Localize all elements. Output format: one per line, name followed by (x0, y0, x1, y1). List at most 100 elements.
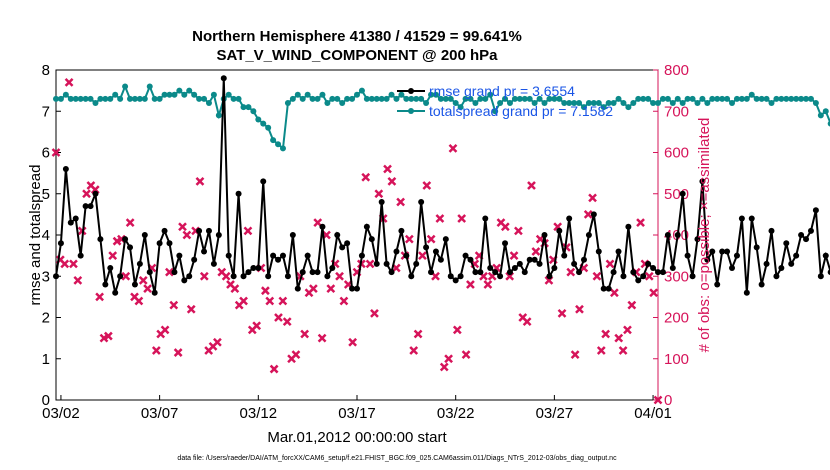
rmse-point (334, 232, 341, 238)
rmse-point (57, 240, 64, 247)
obs-marker-stroke (199, 271, 209, 281)
totalspread-point (506, 100, 513, 106)
totalspread-point (719, 95, 726, 102)
obs-marker-stroke (138, 275, 148, 285)
obs-marker-stroke (644, 271, 654, 281)
obs-marker-stroke (230, 284, 240, 294)
obs-marker-stroke (278, 296, 288, 306)
obs-marker-stroke (95, 292, 105, 302)
totalspread-point (176, 87, 183, 94)
obs-count-marker (374, 189, 384, 199)
obs-marker-stroke (457, 214, 467, 223)
totalspread-point (585, 100, 592, 106)
totalspread-point (383, 95, 390, 102)
obs-count-marker (575, 304, 584, 314)
obs-marker-stroke (186, 304, 196, 314)
y-tick-label: 0 (42, 392, 50, 409)
totalspread-point (526, 95, 533, 102)
obs-count-marker (51, 148, 61, 157)
legend-label: totalspread grand pr = 7.1582 (429, 103, 613, 119)
rmse-point (733, 252, 740, 259)
rmse-point (279, 252, 286, 259)
totalspread-point (645, 95, 652, 102)
totalspread-point (294, 91, 301, 98)
totalspread-point (566, 100, 573, 106)
rmse-point (571, 260, 578, 267)
rmse-point (783, 240, 790, 247)
totalspread-point (511, 95, 518, 102)
rmse-point (709, 248, 716, 255)
totalspread-point (67, 95, 74, 102)
rmse-point (674, 232, 681, 238)
obs-count-marker (557, 308, 567, 318)
obs-marker-stroke (618, 346, 628, 355)
rmse-point (531, 256, 538, 263)
obs-marker-stroke (557, 308, 567, 318)
rmse-point (428, 269, 435, 276)
rmse-point (245, 269, 252, 276)
obs-marker-stroke (409, 346, 419, 355)
legend-label: rmse grand pr = 3.6554 (429, 83, 575, 99)
y-tick-label: 1 (42, 351, 50, 368)
rmse-point (186, 273, 193, 280)
totalspread-point (773, 95, 780, 102)
totalspread-point (655, 100, 661, 106)
chart-title: Northern Hemisphere 41380 / 41529 = 99.6… (192, 28, 522, 45)
totalspread-point (724, 95, 731, 102)
totalspread-point (319, 91, 326, 98)
totalspread-point (714, 95, 721, 102)
obs-marker-stroke (514, 226, 523, 236)
obs-count-marker (461, 350, 471, 360)
y-tick-label: 8 (42, 62, 50, 79)
totalspread-point (250, 108, 257, 115)
obs-marker-stroke (121, 271, 131, 281)
obs-marker-stroke (636, 218, 645, 228)
totalspread-point (743, 95, 750, 102)
rmse-point (724, 248, 731, 255)
y2-tick-label: 200 (664, 310, 689, 327)
totalspread-point (373, 95, 380, 102)
rmse-point (447, 273, 454, 280)
obs-count-marker (509, 251, 519, 261)
rmse-point (576, 269, 583, 276)
rmse-point (546, 273, 553, 280)
x-tick-label: 03/12 (240, 405, 278, 422)
totalspread-point (753, 95, 760, 102)
totalspread-point (546, 95, 553, 102)
totalspread-point (393, 95, 400, 102)
totalspread-point (289, 95, 296, 102)
rmse-point (235, 190, 242, 197)
obs-count-marker (121, 271, 131, 281)
rmse-point (719, 248, 726, 255)
totalspread-point (265, 124, 272, 131)
totalspread-point (467, 95, 474, 102)
obs-count-marker (596, 346, 606, 355)
obs-count-marker (143, 284, 152, 294)
rmse-point (714, 281, 721, 288)
obs-count-marker (151, 346, 161, 355)
totalspread-point (664, 95, 671, 102)
obs-marker-stroke (614, 333, 624, 343)
rmse-point (669, 265, 676, 271)
rmse-point (625, 223, 632, 230)
totalspread-point (442, 95, 449, 102)
rmse-point (487, 265, 494, 271)
rmse-point (743, 289, 750, 296)
totalspread-point (368, 95, 375, 102)
obs-marker-stroke (326, 284, 336, 294)
rmse-point (67, 219, 74, 226)
rmse-point (822, 252, 829, 259)
totalspread-point (403, 95, 410, 102)
rmse-point (304, 252, 311, 259)
rmse-point (807, 227, 814, 234)
rmse-point (482, 215, 489, 222)
totalspread-point (201, 95, 208, 102)
obs-count-marker (649, 288, 659, 298)
totalspread-point (615, 95, 622, 102)
totalspread-point (275, 141, 282, 148)
obs-count-marker (361, 172, 371, 182)
rmse-point (72, 215, 79, 222)
obs-count-marker (269, 364, 279, 374)
rmse-point (827, 269, 830, 276)
rmse-point (107, 265, 114, 271)
